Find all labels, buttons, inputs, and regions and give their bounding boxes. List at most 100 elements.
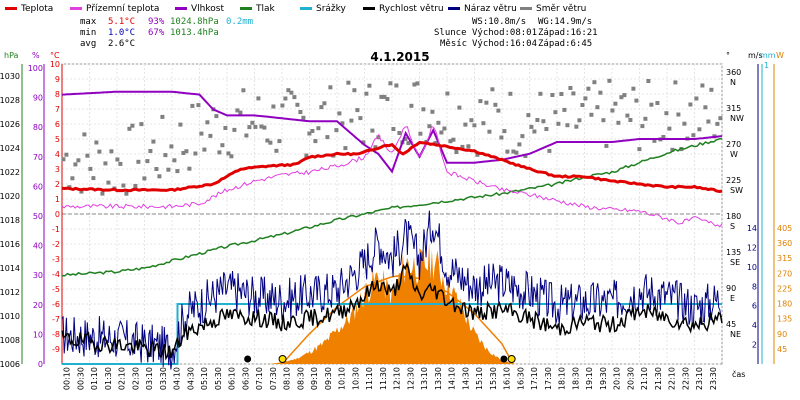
wind-direction-point — [418, 131, 423, 136]
x-tick: 06:30 — [241, 367, 250, 390]
wind-direction-point — [82, 132, 87, 137]
wind-direction-point — [145, 159, 150, 164]
wind-direction-point — [85, 153, 90, 158]
wind-direction-point — [595, 105, 600, 110]
pressure-axis-label: hPa — [4, 51, 19, 60]
wind-direction-point — [163, 153, 168, 158]
wind-direction-point — [439, 130, 444, 135]
wind-direction-point — [373, 145, 378, 150]
wind-direction-point — [274, 148, 279, 153]
wind-direction-point — [631, 86, 636, 91]
wind-direction-point — [244, 133, 249, 138]
wind-direction-point — [88, 166, 93, 171]
wind-direction-point — [325, 135, 330, 140]
wind-direction-point — [271, 104, 276, 109]
wind-direction-point — [148, 149, 153, 153]
wind-direction-point — [136, 159, 141, 164]
wind-tick: 10 — [747, 263, 757, 272]
temperature-tick: 5 — [55, 135, 60, 144]
wind-direction-point — [166, 167, 171, 172]
wind-direction-point — [181, 151, 186, 155]
x-tick: 23:10 — [695, 367, 704, 390]
wind-direction-point — [334, 128, 339, 133]
wind-direction-point — [694, 96, 699, 101]
x-tick: 14:10 — [448, 367, 457, 390]
wind-direction-point — [316, 126, 321, 131]
wind-direction-point — [385, 97, 390, 101]
wind-direction-point — [706, 119, 711, 124]
temperature-tick: 3 — [55, 165, 60, 174]
wind-direction-point — [61, 157, 66, 162]
temperature-tick: -8 — [52, 330, 60, 339]
wind-direction-point — [580, 103, 585, 107]
temperature-tick: 10 — [50, 60, 60, 69]
wind-direction-point — [610, 108, 615, 113]
wind-direction-point — [559, 92, 564, 96]
wind-direction-point — [322, 101, 327, 106]
wind-direction-point — [139, 122, 144, 127]
legend-swatch — [175, 7, 187, 10]
x-tick: 09:10 — [310, 367, 319, 390]
wind-direction-point — [571, 91, 576, 96]
wind-direction-point — [229, 154, 234, 159]
direction-tick: 135 — [726, 248, 741, 257]
wind-direction-point — [286, 88, 291, 93]
wind-direction-point — [484, 100, 489, 105]
wind-direction-point — [541, 119, 546, 124]
x-tick: 21:10 — [640, 367, 649, 390]
wind-direction-point — [238, 110, 243, 115]
wind-direction-point — [106, 180, 111, 185]
x-tick: 11:30 — [379, 367, 388, 390]
wind-direction-point — [448, 139, 453, 144]
pressure-tick: 1018 — [0, 216, 20, 225]
wind-direction-point — [304, 153, 309, 158]
rain-tick: 1 — [764, 61, 769, 70]
theoretical-sunshine-line — [281, 275, 514, 365]
direction-name: NE — [730, 330, 741, 339]
wind-direction-point — [388, 81, 393, 86]
min-temp: 1.0°C — [108, 28, 135, 38]
temperature-tick: -1 — [52, 225, 60, 234]
legend-label: Náraz větru — [464, 4, 517, 14]
x-tick: 17:30 — [544, 367, 553, 390]
wind-direction-point — [454, 150, 459, 154]
stats-block: max 5.1°C 93% 1024.8hPa 0.2mm min 1.0°C … — [80, 17, 253, 49]
x-tick: 11:10 — [365, 367, 374, 390]
temperature-tick: -4 — [52, 270, 60, 279]
wind-direction-point — [196, 103, 201, 108]
wind-direction-point — [592, 80, 597, 85]
temperature-tick: -7 — [52, 315, 60, 324]
sun-moon-block: WS:10.8m/s WG:14.9m/s Slunce Východ:08:0… — [434, 17, 598, 49]
temperature-tick: 4 — [55, 150, 60, 159]
wind-direction-point — [253, 124, 258, 129]
legend-label: Přízemní teplota — [86, 4, 159, 14]
sunrise-time: Východ:08:01 — [472, 28, 537, 38]
wind-direction-point — [655, 101, 660, 105]
sun-label: Slunce — [434, 28, 467, 38]
wind-direction-point — [178, 122, 183, 127]
wind-direction-point — [295, 102, 300, 107]
radiation-tick: 405 — [777, 224, 792, 233]
wind-direction-point — [622, 93, 627, 98]
humidity-tick: 0 — [38, 360, 43, 369]
legend-swatch — [5, 7, 17, 10]
wind-direction-point — [133, 184, 138, 188]
wind-direction-point — [259, 124, 264, 129]
x-tick: 03:30 — [159, 367, 168, 390]
wind-direction-point — [343, 146, 348, 151]
wind-direction-point — [589, 112, 594, 117]
radiation-tick: 90 — [777, 330, 787, 339]
temperature-tick: 1 — [55, 195, 60, 204]
x-tick: 13:10 — [420, 367, 429, 390]
wind-direction-point — [79, 189, 84, 194]
wind-direction-point — [415, 81, 420, 86]
wind-tick: 2 — [752, 341, 757, 350]
wind-direction-point — [115, 157, 120, 162]
wind-direction-point — [190, 103, 195, 108]
direction-name: S — [730, 222, 735, 231]
x-tick: 17:10 — [530, 367, 539, 390]
wind-direction-point — [109, 149, 114, 154]
wind-speed-line — [61, 261, 723, 361]
pressure-tick: 1012 — [0, 288, 20, 297]
